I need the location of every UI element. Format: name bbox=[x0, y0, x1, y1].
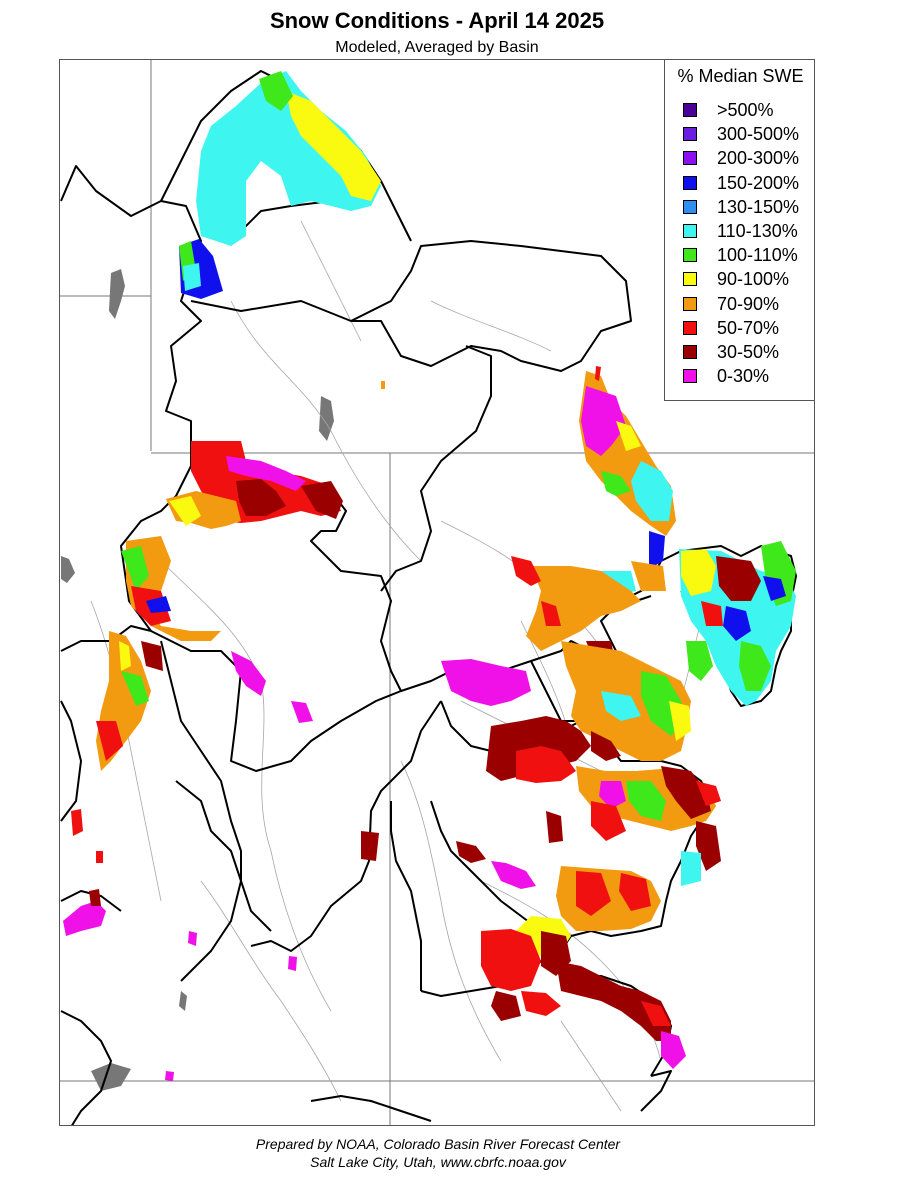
map-title: Snow Conditions - April 14 2025 bbox=[269, 8, 605, 33]
legend-item: 150-200% bbox=[683, 173, 803, 193]
legend-label: 0-30% bbox=[717, 366, 770, 387]
legend-item: 110-130% bbox=[683, 221, 803, 241]
legend-item: 0-30% bbox=[683, 366, 803, 386]
legend-label: 110-130% bbox=[717, 221, 798, 241]
legend-item: 50-70% bbox=[683, 318, 803, 338]
legend-swatch bbox=[683, 199, 697, 214]
legend-item: 300-500% bbox=[683, 124, 803, 144]
legend-swatch bbox=[683, 151, 697, 166]
legend-swatch bbox=[683, 248, 697, 263]
legend-label: >500% bbox=[717, 100, 774, 120]
legend-item: 90-100% bbox=[683, 269, 803, 289]
map-subtitle: Modeled, Averaged by Basin bbox=[335, 39, 539, 56]
map-canvas bbox=[60, 60, 814, 1125]
legend-swatch bbox=[683, 103, 697, 117]
legend-item: 30-50% bbox=[683, 342, 803, 362]
legend-label: 130-150% bbox=[717, 196, 800, 217]
legend-label: 50-70% bbox=[717, 317, 780, 338]
state-boundaries bbox=[60, 60, 814, 1125]
legend-label: 200-300% bbox=[717, 148, 800, 169]
legend-label: 150-200% bbox=[717, 172, 800, 193]
legend-swatch bbox=[683, 296, 697, 311]
credit-line-2: Salt Lake City, Utah, www.cbrfc.noaa.gov bbox=[310, 1154, 566, 1170]
credit-line-1: Prepared by NOAA, Colorado Basin River F… bbox=[255, 1136, 621, 1152]
legend-title: % Median SWE bbox=[677, 66, 804, 86]
legend-swatch bbox=[683, 369, 697, 384]
legend-item: 100-110% bbox=[683, 245, 803, 265]
legend-swatch bbox=[683, 127, 697, 142]
snow-swe-patches bbox=[63, 71, 796, 1081]
legend-item: >500% bbox=[683, 100, 803, 120]
legend-swatch bbox=[683, 272, 697, 287]
legend-label: 30-50% bbox=[717, 342, 780, 362]
legend-swatch bbox=[683, 320, 697, 335]
legend-label: 100-110% bbox=[717, 245, 798, 266]
legend-item: 130-150% bbox=[683, 197, 803, 217]
legend-swatch bbox=[683, 175, 697, 190]
map-legend: % Median SWE >500% 300-500% 200-300% 150-20… bbox=[664, 59, 815, 401]
legend-item: 70-90% bbox=[683, 294, 803, 314]
legend-swatch bbox=[683, 345, 697, 359]
legend-label: 300-500% bbox=[717, 124, 800, 145]
legend-swatch bbox=[683, 224, 697, 238]
legend-label: 70-90% bbox=[717, 293, 780, 314]
legend-label: 90-100% bbox=[717, 269, 790, 290]
legend-item: 200-300% bbox=[683, 148, 803, 168]
